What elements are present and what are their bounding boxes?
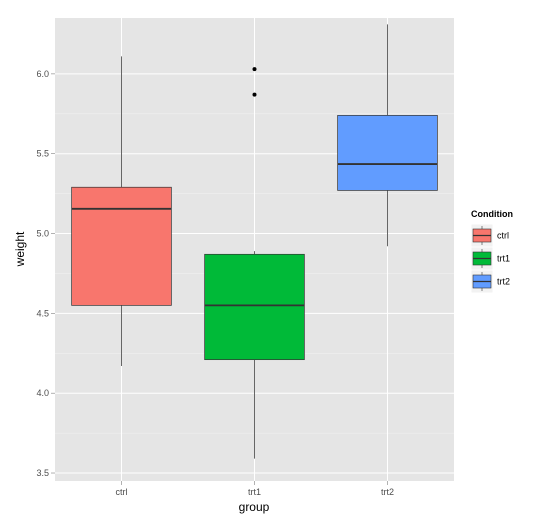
- iqr-box: [204, 253, 305, 361]
- legend-label: ctrl: [497, 231, 509, 241]
- x-axis: ctrl trt1 trt2: [116, 481, 394, 497]
- y-axis-title: weight: [13, 231, 27, 267]
- x-axis-title: group: [239, 500, 270, 514]
- iqr-box: [337, 115, 438, 191]
- box-ctrl: [71, 56, 172, 367]
- legend-label: trt1: [497, 254, 510, 264]
- box-trt1: [204, 67, 305, 459]
- iqr-box: [71, 186, 172, 306]
- y-tick-label: 6.0: [36, 69, 49, 79]
- y-tick-label: 4.0: [36, 388, 49, 398]
- x-tick-label: trt1: [248, 487, 261, 497]
- legend-title: Condition: [471, 209, 513, 219]
- outlier-point: [252, 92, 257, 97]
- y-tick-label: 4.5: [36, 308, 49, 318]
- legend-item-ctrl: ctrl: [470, 223, 509, 248]
- y-axis: 3.5 4.0 4.5 5.0 5.5 6.0: [36, 69, 55, 478]
- legend-label: trt2: [497, 277, 510, 287]
- x-tick-label: trt2: [381, 487, 394, 497]
- y-tick-label: 5.5: [36, 149, 49, 159]
- legend-item-trt2: trt2: [470, 269, 510, 294]
- box-trt2: [337, 24, 438, 247]
- y-tick-label: 5.0: [36, 229, 49, 239]
- legend-item-trt1: trt1: [470, 246, 510, 271]
- legend: Condition ctrl trt1 trt2: [470, 209, 513, 294]
- x-tick-label: ctrl: [116, 487, 128, 497]
- box-marks: [71, 24, 438, 459]
- y-tick-label: 3.5: [36, 468, 49, 478]
- outlier-point: [252, 67, 257, 72]
